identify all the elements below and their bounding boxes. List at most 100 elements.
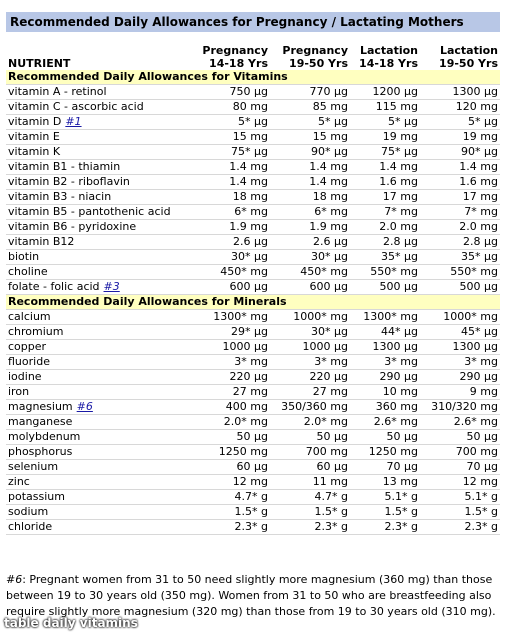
section-title: Recommended Daily Allowances for Mineral… [6, 294, 500, 310]
data-row: choline 450* mg 450* mg 550* mg 550* mg [6, 264, 500, 280]
nutrient-cell: iron [6, 384, 192, 400]
value-cell: 10 mg [350, 384, 420, 400]
value-cell: 35* µg [350, 249, 420, 265]
value-cell: 1.6 mg [420, 174, 500, 190]
nutrient-name: chromium [8, 325, 64, 338]
header-text: Pregnancy [282, 44, 348, 57]
value-cell: 1.4 mg [420, 159, 500, 175]
value-cell: 85 mg [270, 99, 350, 115]
value-cell: 5* µg [420, 114, 500, 130]
value-cell: 1000 µg [270, 339, 350, 355]
value-cell: 13 mg [350, 474, 420, 490]
value-cell: 500 µg [420, 279, 500, 295]
nutrient-name: vitamin E [8, 130, 60, 143]
nutrient-cell: zinc [6, 474, 192, 490]
nutrient-name: iodine [8, 370, 42, 383]
value-cell: 75* µg [350, 144, 420, 160]
value-cell: 29* µg [192, 324, 270, 340]
value-cell: 1.4 mg [192, 174, 270, 190]
nutrient-name: vitamin K [8, 145, 61, 158]
value-cell: 400 mg [192, 399, 270, 415]
note-link[interactable]: #6 [76, 400, 93, 413]
nutrient-name: vitamin B1 - thiamin [8, 160, 121, 173]
data-row: potassium 4.7* g 4.7* g 5.1* g 5.1* g [6, 489, 500, 505]
value-cell: 290 µg [420, 369, 500, 385]
nutrient-cell: calcium [6, 309, 192, 325]
section-row: Recommended Daily Allowances for Mineral… [6, 294, 500, 310]
value-cell: 290 µg [350, 369, 420, 385]
data-row: calcium 1300* mg 1000* mg 1300* mg 1000* mg [6, 309, 500, 325]
value-cell: 30* µg [192, 249, 270, 265]
value-cell: 2.0* mg [192, 414, 270, 430]
value-cell: 70 µg [420, 459, 500, 475]
value-cell: 50 µg [420, 429, 500, 445]
nutrient-name: magnesium [8, 400, 73, 413]
value-cell: 550* mg [350, 264, 420, 280]
value-cell: 1.5* g [270, 504, 350, 520]
header-cell: NUTRIENT [6, 44, 192, 70]
nutrient-cell: vitamin B12 [6, 234, 192, 250]
nutrient-name: zinc [8, 475, 30, 488]
nutrient-cell: vitamin E [6, 129, 192, 145]
nutrient-name: molybdenum [8, 430, 81, 443]
value-cell: 600 µg [192, 279, 270, 295]
value-cell: 700 mg [270, 444, 350, 460]
nutrient-name: vitamin B6 - pyridoxine [8, 220, 137, 233]
value-cell: 750 µg [192, 84, 270, 100]
value-cell: 1.5* g [192, 504, 270, 520]
footnote-label: #6 [6, 573, 23, 586]
value-cell: 1.5* g [420, 504, 500, 520]
nutrient-cell: vitamin A - retinol [6, 84, 192, 100]
section-row: Recommended Daily Allowances for Vitamin… [6, 70, 500, 85]
value-cell: 1.4 mg [350, 159, 420, 175]
value-cell: 1.6 mg [350, 174, 420, 190]
value-cell: 50 µg [192, 429, 270, 445]
value-cell: 1300* mg [192, 309, 270, 325]
value-cell: 1.9 mg [270, 219, 350, 235]
nutrient-cell: iodine [6, 369, 192, 385]
value-cell: 5.1* g [420, 489, 500, 505]
nutrient-name: vitamin C - ascorbic acid [8, 100, 144, 113]
nutrient-cell: vitamin K [6, 144, 192, 160]
data-row: biotin 30* µg 30* µg 35* µg 35* µg [6, 249, 500, 265]
data-row: manganese 2.0* mg 2.0* mg 2.6* mg 2.6* mg [6, 414, 500, 430]
value-cell: 7* mg [350, 204, 420, 220]
value-cell: 17 mg [420, 189, 500, 205]
header-text: Pregnancy [202, 44, 268, 57]
nutrient-name: sodium [8, 505, 49, 518]
nutrient-cell: chromium [6, 324, 192, 340]
data-row: vitamin B12 2.6 µg 2.6 µg 2.8 µg 2.8 µg [6, 234, 500, 250]
value-cell: 30* µg [270, 324, 350, 340]
nutrient-name: copper [8, 340, 47, 353]
nutrient-cell: chloride [6, 519, 192, 535]
value-cell: 50 µg [350, 429, 420, 445]
value-cell: 1300 µg [420, 84, 500, 100]
data-row: magnesium #6 400 mg 350/360 mg 360 mg 310/320… [6, 399, 500, 415]
value-cell: 2.0* mg [270, 414, 350, 430]
value-cell: 44* µg [350, 324, 420, 340]
value-cell: 5* µg [270, 114, 350, 130]
header-cell: Pregnancy 19-50 Yrs [270, 44, 350, 70]
value-cell: 1300* mg [350, 309, 420, 325]
header-text: NUTRIENT [8, 57, 71, 70]
value-cell: 9 mg [420, 384, 500, 400]
value-cell: 360 mg [350, 399, 420, 415]
value-cell: 2.3* g [270, 519, 350, 535]
value-cell: 450* mg [192, 264, 270, 280]
note-link[interactable]: #3 [103, 280, 120, 293]
value-cell: 1.9 mg [192, 219, 270, 235]
value-cell: 770 µg [270, 84, 350, 100]
watermark: table daily vitamins [4, 616, 138, 630]
nutrient-cell: copper [6, 339, 192, 355]
nutrient-cell: vitamin B2 - riboflavin [6, 174, 192, 190]
value-cell: 1.5* g [350, 504, 420, 520]
nutrient-cell: choline [6, 264, 192, 280]
value-cell: 2.3* g [420, 519, 500, 535]
nutrient-cell: molybdenum [6, 429, 192, 445]
value-cell: 60 µg [270, 459, 350, 475]
nutrient-name: chloride [8, 520, 53, 533]
value-cell: 15 mg [270, 129, 350, 145]
data-row: iodine 220 µg 220 µg 290 µg 290 µg [6, 369, 500, 385]
note-link[interactable]: #1 [65, 115, 82, 128]
